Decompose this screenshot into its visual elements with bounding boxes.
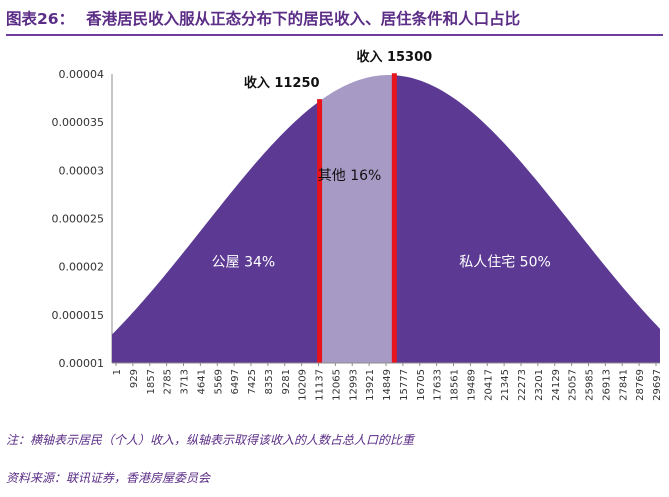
x-tick-label: 8353 xyxy=(264,369,275,394)
density-area xyxy=(112,75,660,364)
x-tick-label: 1 xyxy=(112,369,123,375)
region-label-2: 其他 16% xyxy=(318,168,382,184)
x-tick-labels: 1 929 1857 2785 3713 4641 5569 6497 7425 8353 9281… xyxy=(112,363,663,401)
x-tick-label: 10209 xyxy=(298,369,309,401)
cutoff-lines: 收入 11250 收入 15300 xyxy=(244,49,432,363)
x-tick-label: 25057 xyxy=(568,369,579,401)
region-area-1 xyxy=(112,101,320,364)
income-distribution-chart: 0.00001 0.000015 0.00002 0.000025 0.00003 0.0… xyxy=(52,49,664,401)
x-tick-label: 3713 xyxy=(180,369,191,394)
y-tick-label: 0.00002 xyxy=(59,261,105,274)
x-tick-label: 5569 xyxy=(213,369,224,394)
x-tick-label: 27841 xyxy=(618,369,629,401)
x-tick-label: 15777 xyxy=(399,369,410,401)
y-axis: 0.00001 0.000015 0.00002 0.000025 0.00003 0.0… xyxy=(52,68,113,370)
y-tick-label: 0.00001 xyxy=(59,357,105,370)
x-tick-label: 4641 xyxy=(196,369,207,394)
y-tick-label: 0.000015 xyxy=(52,309,105,322)
y-tick-label: 0.000025 xyxy=(52,213,105,226)
x-tick-label: 26913 xyxy=(601,369,612,401)
cutoff-label-1: 收入 11250 xyxy=(244,75,320,91)
y-tick-labels: 0.00001 0.000015 0.00002 0.000025 0.00003 0.0… xyxy=(52,68,105,370)
x-tick-label: 19489 xyxy=(466,369,477,401)
source-note: 资料来源：联讯证券，香港房屋委员会 xyxy=(6,471,211,485)
x-axis: 1 929 1857 2785 3713 4641 5569 6497 7425 8353 9281… xyxy=(112,362,663,401)
x-tick-label: 18561 xyxy=(450,369,461,401)
x-tick-label: 2785 xyxy=(163,369,174,394)
region-label-3: 私人住宅 50% xyxy=(459,255,551,271)
x-tick-label: 23201 xyxy=(534,369,545,401)
x-tick-label: 17633 xyxy=(433,369,444,401)
title-divider xyxy=(6,34,663,36)
x-tick-label: 16705 xyxy=(416,369,427,401)
cutoff-label-2: 收入 15300 xyxy=(356,49,432,65)
x-tick-label: 14849 xyxy=(382,369,393,401)
x-tick-label: 24129 xyxy=(551,369,562,401)
x-tick-label: 22273 xyxy=(517,369,528,401)
y-tick-label: 0.00003 xyxy=(59,164,105,177)
x-tick-label: 7425 xyxy=(247,369,258,394)
x-tick-label: 12065 xyxy=(331,369,342,401)
figure-title: 图表26： 香港居民收入服从正态分布下的居民收入、居住条件和人口占比 xyxy=(6,6,663,32)
y-tick-label: 0.00004 xyxy=(59,68,105,81)
x-tick-label: 929 xyxy=(129,369,140,388)
x-tick-label: 21345 xyxy=(500,369,511,401)
y-tick-label: 0.000035 xyxy=(52,116,105,129)
region-label-1: 公屋 34% xyxy=(212,255,276,271)
region-labels: 公屋 34% 其他 16% 私人住宅 50% xyxy=(212,168,551,271)
x-tick-label: 11137 xyxy=(315,369,326,401)
x-tick-label: 28769 xyxy=(635,369,646,401)
figure-title-text: 香港居民收入服从正态分布下的居民收入、居住条件和人口占比 xyxy=(86,10,521,28)
x-tick-label: 25985 xyxy=(585,369,596,401)
figure-label: 图表26： xyxy=(6,10,75,28)
axis-note: 注：横轴表示居民（个人）收入，纵轴表示取得该收入的人数占总人口的比重 xyxy=(6,433,415,447)
x-tick-label: 6497 xyxy=(230,369,241,394)
region-area-2 xyxy=(319,75,395,363)
region-area-3 xyxy=(394,75,660,363)
x-tick-label: 29697 xyxy=(652,369,663,401)
x-tick-label: 1857 xyxy=(146,369,157,394)
x-tick-label: 12993 xyxy=(348,369,359,401)
x-tick-label: 9281 xyxy=(281,369,292,394)
x-tick-label: 13921 xyxy=(365,369,376,401)
x-tick-label: 20417 xyxy=(483,369,494,401)
